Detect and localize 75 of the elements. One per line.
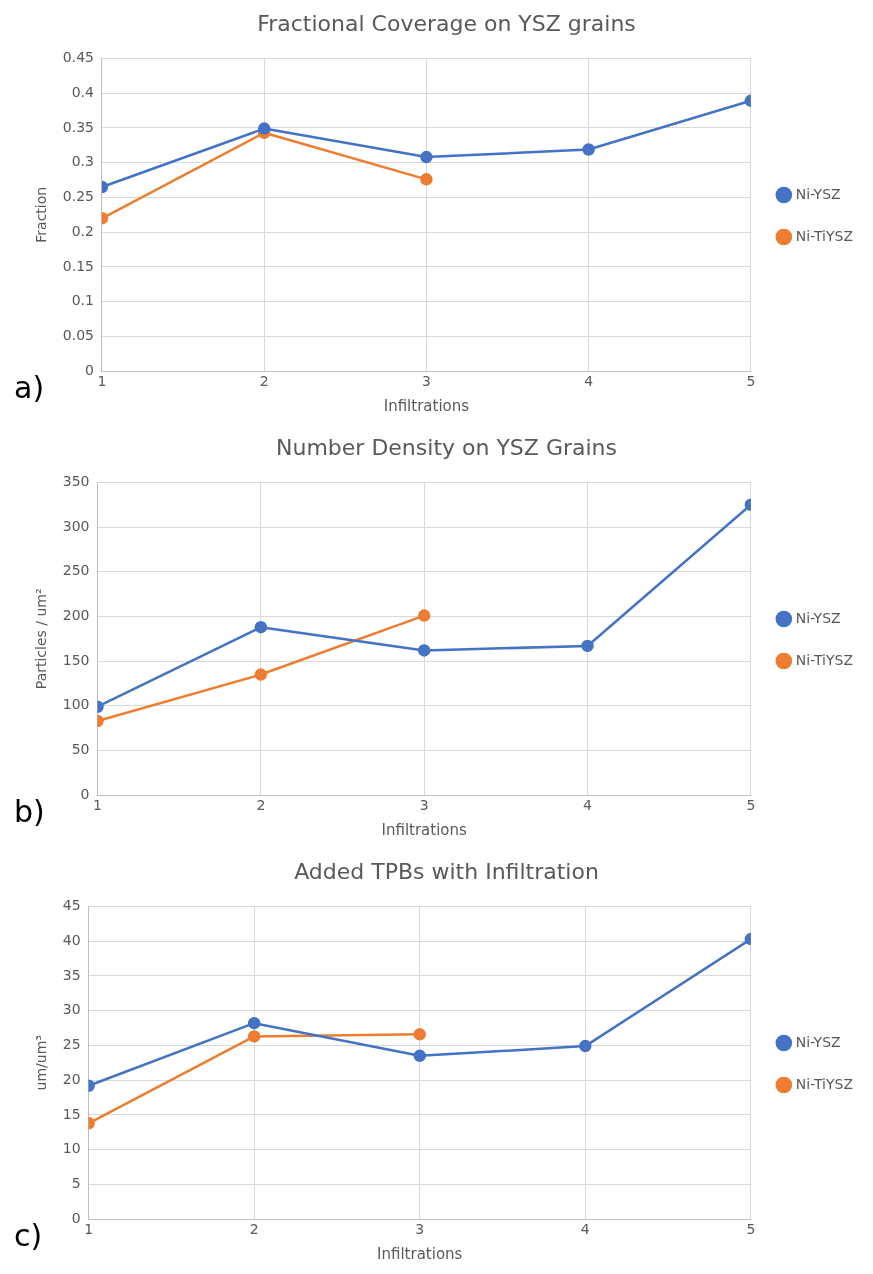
x-tick-label: 4 xyxy=(583,797,593,814)
legend-label: Ni-TiYSZ xyxy=(795,227,853,244)
point xyxy=(420,150,433,164)
point xyxy=(247,1016,261,1030)
y-tick-label: 350 xyxy=(62,473,90,490)
legend-label: Ni-YSZ xyxy=(795,609,841,626)
y-tick-label: 0.1 xyxy=(71,292,94,309)
point xyxy=(247,1030,261,1043)
chart-title: Added TPBs with Infiltration xyxy=(294,858,599,884)
y-tick-label: 0.25 xyxy=(62,188,94,205)
legend-label: Ni-TiYSZ xyxy=(795,651,853,668)
x-tick-label: 1 xyxy=(93,797,102,814)
legend-label: Ni-YSZ xyxy=(795,185,841,202)
x-tick-label: 5 xyxy=(746,373,756,390)
text: b) xyxy=(14,794,45,829)
point xyxy=(413,1028,426,1041)
y-tick-label: 20 xyxy=(62,1070,81,1087)
x-tick-label: 3 xyxy=(419,797,429,814)
legend-label: Ni-YSZ xyxy=(795,1033,841,1050)
y-tick-label: 0 xyxy=(80,785,90,802)
x-tick-label: 5 xyxy=(746,1221,756,1238)
point xyxy=(417,609,431,622)
text: a) xyxy=(14,370,45,405)
chart-title: Fractional Coverage on YSZ grains xyxy=(257,10,636,36)
x-tick-label: 2 xyxy=(259,373,269,390)
point xyxy=(254,668,268,681)
y-tick-label: 5 xyxy=(71,1175,81,1192)
x-tick-label: 1 xyxy=(84,1221,94,1238)
y-tick-label: 0.2 xyxy=(71,222,94,239)
y-axis-title: Particles / um² xyxy=(33,588,50,690)
y-tick-label: 0.05 xyxy=(62,327,94,344)
y-tick-label: 300 xyxy=(62,517,90,534)
y-tick-label: 200 xyxy=(62,607,90,624)
x-tick-label: 1 xyxy=(97,373,107,390)
y-tick-label: 0.45 xyxy=(62,49,94,66)
y-tick-label: 40 xyxy=(62,931,81,948)
x-tick-label: 3 xyxy=(415,1221,425,1238)
legend-label: Ni-TiYSZ xyxy=(795,1075,853,1092)
y-axis-title: um/um³ xyxy=(33,1035,50,1091)
x-tick-label: 4 xyxy=(584,373,594,390)
x-axis-title: Infiltrations xyxy=(381,820,468,839)
x-tick-label: 5 xyxy=(746,797,756,814)
point xyxy=(413,1049,426,1063)
y-tick-label: 15 xyxy=(62,1105,81,1122)
y-tick-label: 0.15 xyxy=(62,257,94,274)
point xyxy=(579,1039,592,1053)
y-tick-label: 50 xyxy=(71,741,90,758)
y-tick-label: 30 xyxy=(62,1001,81,1018)
x-axis-title: Infiltrations xyxy=(377,1244,463,1263)
text: c) xyxy=(14,1218,43,1253)
x-tick-label: 2 xyxy=(249,1221,259,1238)
x-tick-label: 3 xyxy=(421,373,431,390)
x-tick-label: 4 xyxy=(580,1221,590,1238)
x-axis-title: Infiltrations xyxy=(383,396,470,415)
y-tick-label: 35 xyxy=(62,966,81,983)
y-tick-label: 0.4 xyxy=(71,83,95,100)
point xyxy=(420,173,433,186)
y-tick-label: 45 xyxy=(62,897,81,914)
y-tick-label: 25 xyxy=(62,1036,81,1053)
point xyxy=(581,639,594,653)
y-axis-title: Fraction xyxy=(33,186,50,243)
y-tick-label: 0.35 xyxy=(62,118,94,135)
y-tick-label: 0 xyxy=(85,361,94,378)
point xyxy=(257,122,271,135)
x-tick-label: 2 xyxy=(256,797,266,814)
y-tick-label: 0 xyxy=(71,1209,81,1226)
point xyxy=(582,143,595,156)
chart-title: Number Density on YSZ Grains xyxy=(276,434,617,460)
y-tick-label: 0.3 xyxy=(71,153,94,170)
y-tick-label: 250 xyxy=(62,562,90,579)
y-tick-label: 100 xyxy=(62,696,90,713)
point xyxy=(254,620,268,634)
point xyxy=(417,644,431,657)
y-tick-label: 150 xyxy=(62,651,90,668)
y-tick-label: 10 xyxy=(62,1140,81,1157)
